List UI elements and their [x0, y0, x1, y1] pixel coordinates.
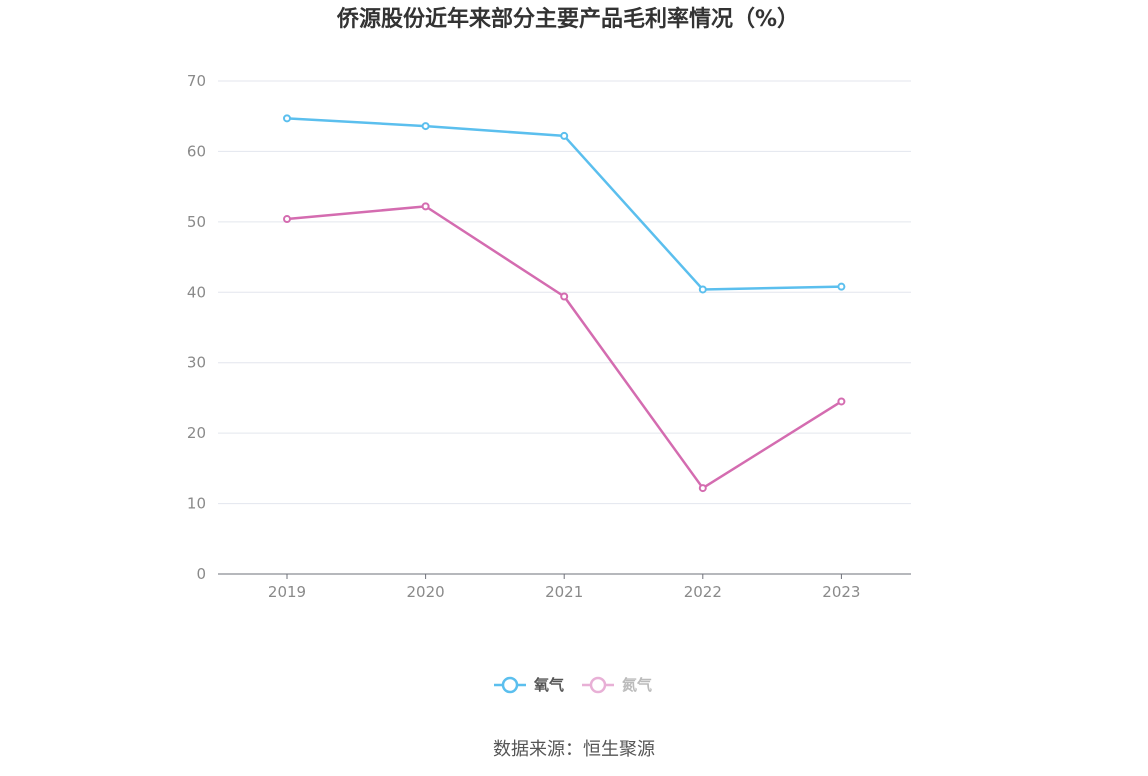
- x-tick-label: 2021: [545, 583, 583, 601]
- chart-title: 侨源股份近年来部分主要产品毛利率情况（%）: [336, 6, 799, 32]
- series: [283, 114, 846, 493]
- x-tick-label: 2022: [684, 583, 722, 601]
- legend-circle-icon: [589, 676, 607, 694]
- data-point[interactable]: [837, 282, 846, 291]
- y-tick-label: 70: [187, 72, 206, 90]
- y-tick-label: 20: [187, 424, 206, 442]
- data-point[interactable]: [560, 131, 569, 140]
- y-tick-label: 50: [187, 213, 206, 231]
- data-point[interactable]: [560, 292, 569, 301]
- legend[interactable]: 氧气 氮气: [494, 676, 652, 694]
- legend-circle-icon: [501, 676, 519, 694]
- data-point[interactable]: [837, 397, 846, 406]
- legend-label: 氮气: [622, 676, 652, 694]
- series-line-0: [286, 117, 842, 291]
- grid: [218, 80, 911, 505]
- y-tick-label: 40: [187, 283, 206, 301]
- y-tick-label: 0: [196, 565, 206, 583]
- y-tick-label: 30: [187, 354, 206, 372]
- data-point[interactable]: [283, 114, 291, 123]
- data-point[interactable]: [421, 202, 430, 211]
- data-point[interactable]: [698, 484, 707, 493]
- x-tick-label: 2023: [822, 583, 860, 601]
- y-tick-label: 10: [187, 495, 206, 513]
- axes: 0 10 20 30 40 50 60 70 2019 2020 2021 2022 2023: [187, 72, 911, 601]
- x-tick-label: 2020: [407, 583, 445, 601]
- legend-item-1[interactable]: 氮气: [582, 676, 652, 694]
- x-tick-label: 2019: [268, 583, 306, 601]
- legend-label: 氧气: [533, 676, 564, 694]
- data-source: 数据来源：恒生聚源: [493, 739, 655, 760]
- data-point[interactable]: [421, 122, 430, 131]
- legend-item-0[interactable]: 氧气: [494, 676, 564, 694]
- data-point[interactable]: [283, 215, 291, 224]
- data-point[interactable]: [698, 285, 707, 294]
- series-line-1: [286, 205, 843, 490]
- y-tick-label: 60: [187, 142, 206, 160]
